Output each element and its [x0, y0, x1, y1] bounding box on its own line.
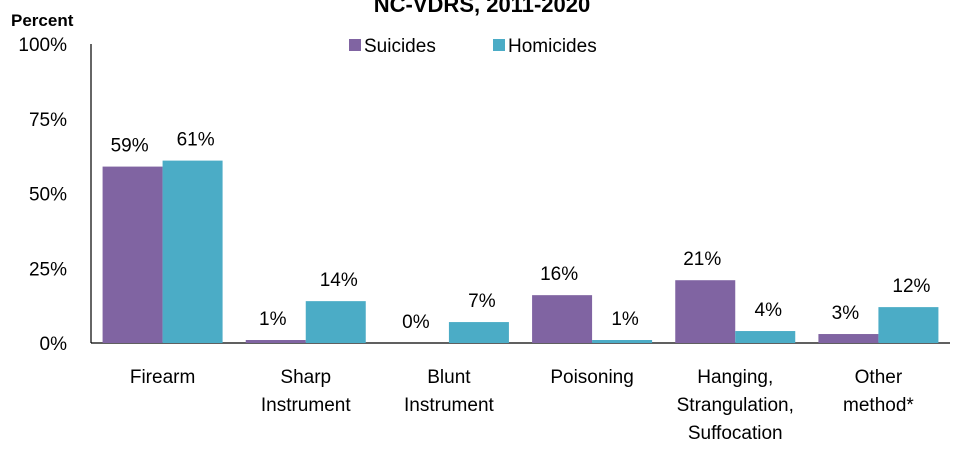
data-label: 21%	[683, 249, 721, 270]
y-tick-label: 25%	[29, 259, 67, 280]
bars	[102, 160, 939, 343]
legend: Suicides Homicides	[349, 36, 597, 57]
data-label: 12%	[892, 276, 930, 297]
data-label: 4%	[755, 300, 783, 321]
bar-suicides	[102, 166, 163, 343]
y-axis-ticks: 0% 25% 50% 75% 100%	[18, 35, 67, 355]
bar-homicides	[162, 160, 223, 343]
data-label: 14%	[320, 270, 358, 291]
data-label: 0%	[402, 312, 430, 333]
bar-homicides	[735, 331, 796, 343]
bar-homicides	[878, 307, 939, 343]
y-tick-label: 100%	[18, 35, 67, 56]
data-label: 16%	[540, 264, 578, 285]
category-label: Hanging, Strangulation, Suffocation	[677, 367, 794, 444]
bar-suicides	[532, 295, 593, 343]
category-label: Other method*	[843, 367, 914, 416]
legend-swatch-homicides	[493, 39, 505, 51]
data-labels: 59% 1% 0% 16% 21% 3% 61% 14% 7% 1% 4% 12%	[111, 130, 931, 333]
bar-suicides	[245, 340, 306, 343]
legend-swatch-suicides	[349, 39, 361, 51]
bar-homicides	[448, 322, 509, 343]
y-tick-label: 0%	[40, 334, 68, 355]
y-tick-label: 75%	[29, 110, 67, 131]
category-label: Poisoning	[550, 367, 633, 388]
bar-homicides	[592, 340, 653, 343]
data-label: 1%	[259, 309, 287, 330]
bar-homicides	[305, 301, 366, 343]
legend-label: Homicides	[508, 36, 597, 57]
y-tick-label: 50%	[29, 185, 67, 206]
category-label: Sharp Instrument	[261, 367, 351, 416]
data-label: 7%	[468, 291, 496, 312]
data-label: 1%	[611, 309, 639, 330]
data-label: 61%	[177, 130, 215, 151]
data-label: 3%	[832, 303, 860, 324]
bar-suicides	[675, 280, 736, 343]
data-label: 59%	[111, 136, 149, 157]
category-labels: Firearm Sharp Instrument Blunt Instrument Poi…	[130, 367, 915, 444]
chart-title: NC-VDRS, 2011-2020	[374, 0, 590, 17]
bar-suicides	[818, 334, 879, 343]
legend-label: Suicides	[364, 36, 436, 57]
y-axis-label: Percent	[11, 11, 74, 30]
category-label: Firearm	[130, 367, 195, 388]
category-label: Blunt Instrument	[404, 367, 494, 416]
